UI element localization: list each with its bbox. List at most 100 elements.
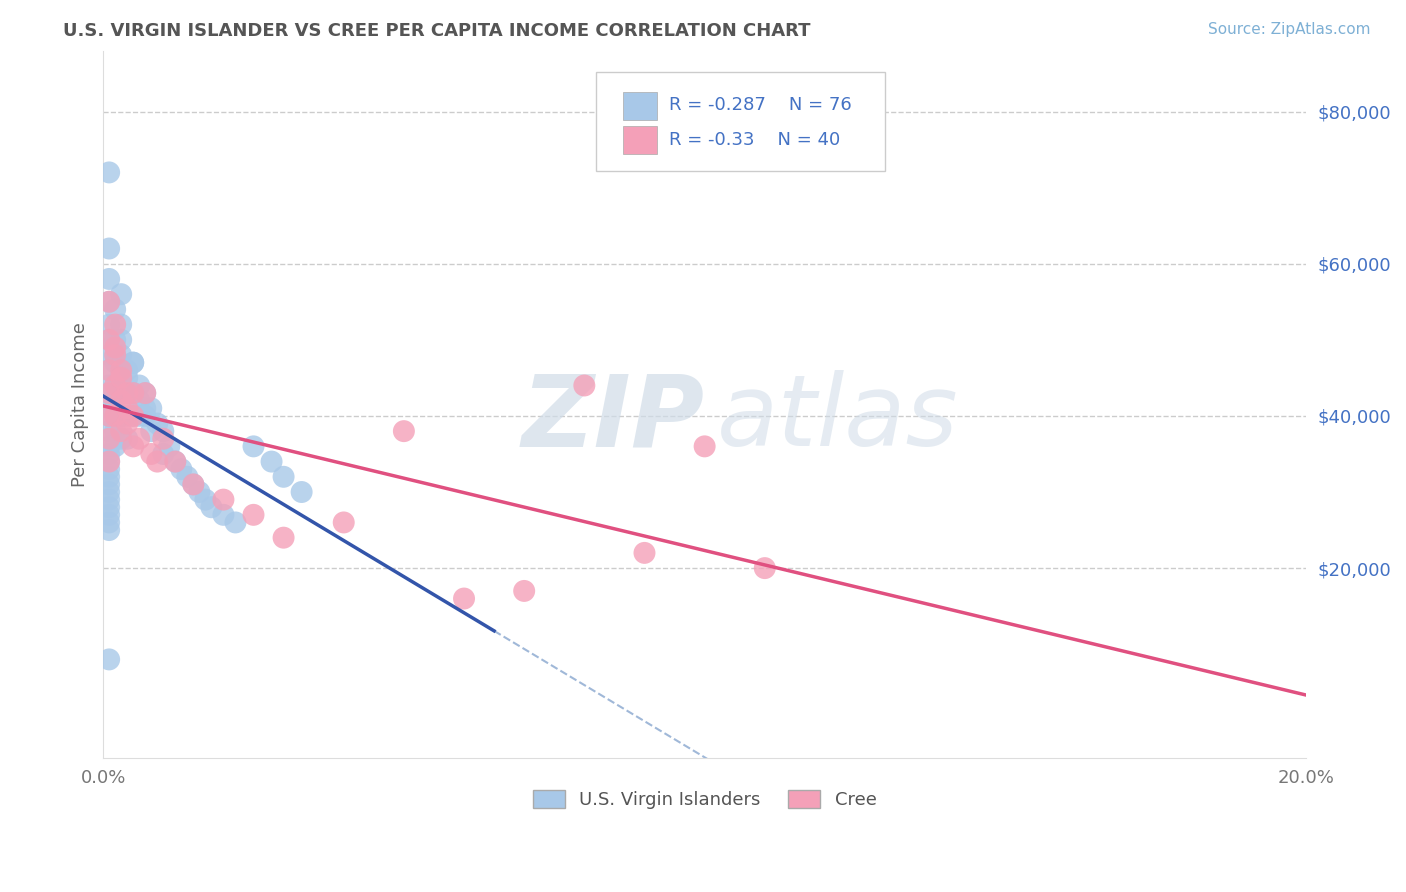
Point <box>110 424 132 438</box>
Point <box>141 447 163 461</box>
Point <box>513 583 536 598</box>
Point <box>110 287 132 301</box>
Point <box>98 294 121 309</box>
Point <box>122 386 145 401</box>
Point <box>633 546 655 560</box>
Point <box>98 500 121 515</box>
Point <box>134 386 156 401</box>
Point <box>98 363 121 377</box>
Point <box>128 393 150 408</box>
Point <box>134 401 156 416</box>
Point <box>183 477 205 491</box>
Text: atlas: atlas <box>717 370 959 467</box>
Point <box>141 424 163 438</box>
Point <box>98 454 121 468</box>
Point <box>98 363 121 377</box>
Point <box>128 409 150 423</box>
Point <box>98 333 121 347</box>
Point <box>115 417 138 431</box>
Point <box>110 333 132 347</box>
Point <box>152 424 174 438</box>
Point <box>754 561 776 575</box>
Point <box>146 417 169 431</box>
Point <box>291 485 314 500</box>
Point <box>104 378 127 392</box>
Point <box>98 439 121 453</box>
Point <box>183 477 205 491</box>
Point <box>157 439 180 453</box>
Point <box>115 409 138 423</box>
Point <box>273 470 295 484</box>
Point <box>98 333 121 347</box>
Point <box>98 393 121 408</box>
Point <box>110 378 132 392</box>
FancyBboxPatch shape <box>623 126 657 154</box>
Point <box>212 492 235 507</box>
Point <box>188 485 211 500</box>
Point <box>273 531 295 545</box>
Text: ZIP: ZIP <box>522 370 704 467</box>
Point <box>110 432 132 446</box>
Point <box>98 652 121 666</box>
Point <box>122 409 145 423</box>
Point <box>98 523 121 537</box>
Point <box>98 485 121 500</box>
Point <box>134 409 156 423</box>
Point <box>128 378 150 392</box>
Point <box>122 386 145 401</box>
Point <box>104 424 127 438</box>
Point <box>110 318 132 332</box>
Point <box>194 492 217 507</box>
Point <box>242 439 264 453</box>
Point <box>98 508 121 522</box>
Point <box>128 432 150 446</box>
Point <box>98 165 121 179</box>
FancyBboxPatch shape <box>623 92 657 120</box>
Point <box>104 439 127 453</box>
Point <box>98 272 121 286</box>
Point <box>170 462 193 476</box>
Point <box>122 439 145 453</box>
Point <box>200 500 222 515</box>
Point <box>224 516 246 530</box>
Point <box>115 371 138 385</box>
Point <box>98 492 121 507</box>
Point <box>98 386 121 401</box>
Text: U.S. VIRGIN ISLANDER VS CREE PER CAPITA INCOME CORRELATION CHART: U.S. VIRGIN ISLANDER VS CREE PER CAPITA … <box>63 22 811 40</box>
Point <box>332 516 354 530</box>
Point <box>110 363 132 377</box>
Point <box>122 409 145 423</box>
Point <box>98 477 121 491</box>
Point <box>98 409 121 423</box>
Point <box>115 432 138 446</box>
Point <box>110 348 132 362</box>
Point <box>242 508 264 522</box>
Y-axis label: Per Capita Income: Per Capita Income <box>72 322 89 487</box>
Point <box>110 409 132 423</box>
Point <box>122 386 145 401</box>
Point <box>104 393 127 408</box>
Point <box>104 409 127 423</box>
Point <box>98 516 121 530</box>
Text: Source: ZipAtlas.com: Source: ZipAtlas.com <box>1208 22 1371 37</box>
Point <box>693 439 716 453</box>
Point <box>152 447 174 461</box>
Point <box>98 462 121 476</box>
Point <box>141 401 163 416</box>
Point <box>115 386 138 401</box>
Point <box>104 333 127 347</box>
Point <box>453 591 475 606</box>
Point <box>98 470 121 484</box>
Point <box>98 378 121 392</box>
Point <box>260 454 283 468</box>
Point <box>115 363 138 377</box>
Point <box>98 454 121 468</box>
FancyBboxPatch shape <box>596 72 886 171</box>
Point <box>104 348 127 362</box>
Point <box>98 242 121 256</box>
Point <box>392 424 415 438</box>
Point <box>176 470 198 484</box>
Point <box>104 356 127 370</box>
Point <box>98 318 121 332</box>
Point <box>104 302 127 317</box>
